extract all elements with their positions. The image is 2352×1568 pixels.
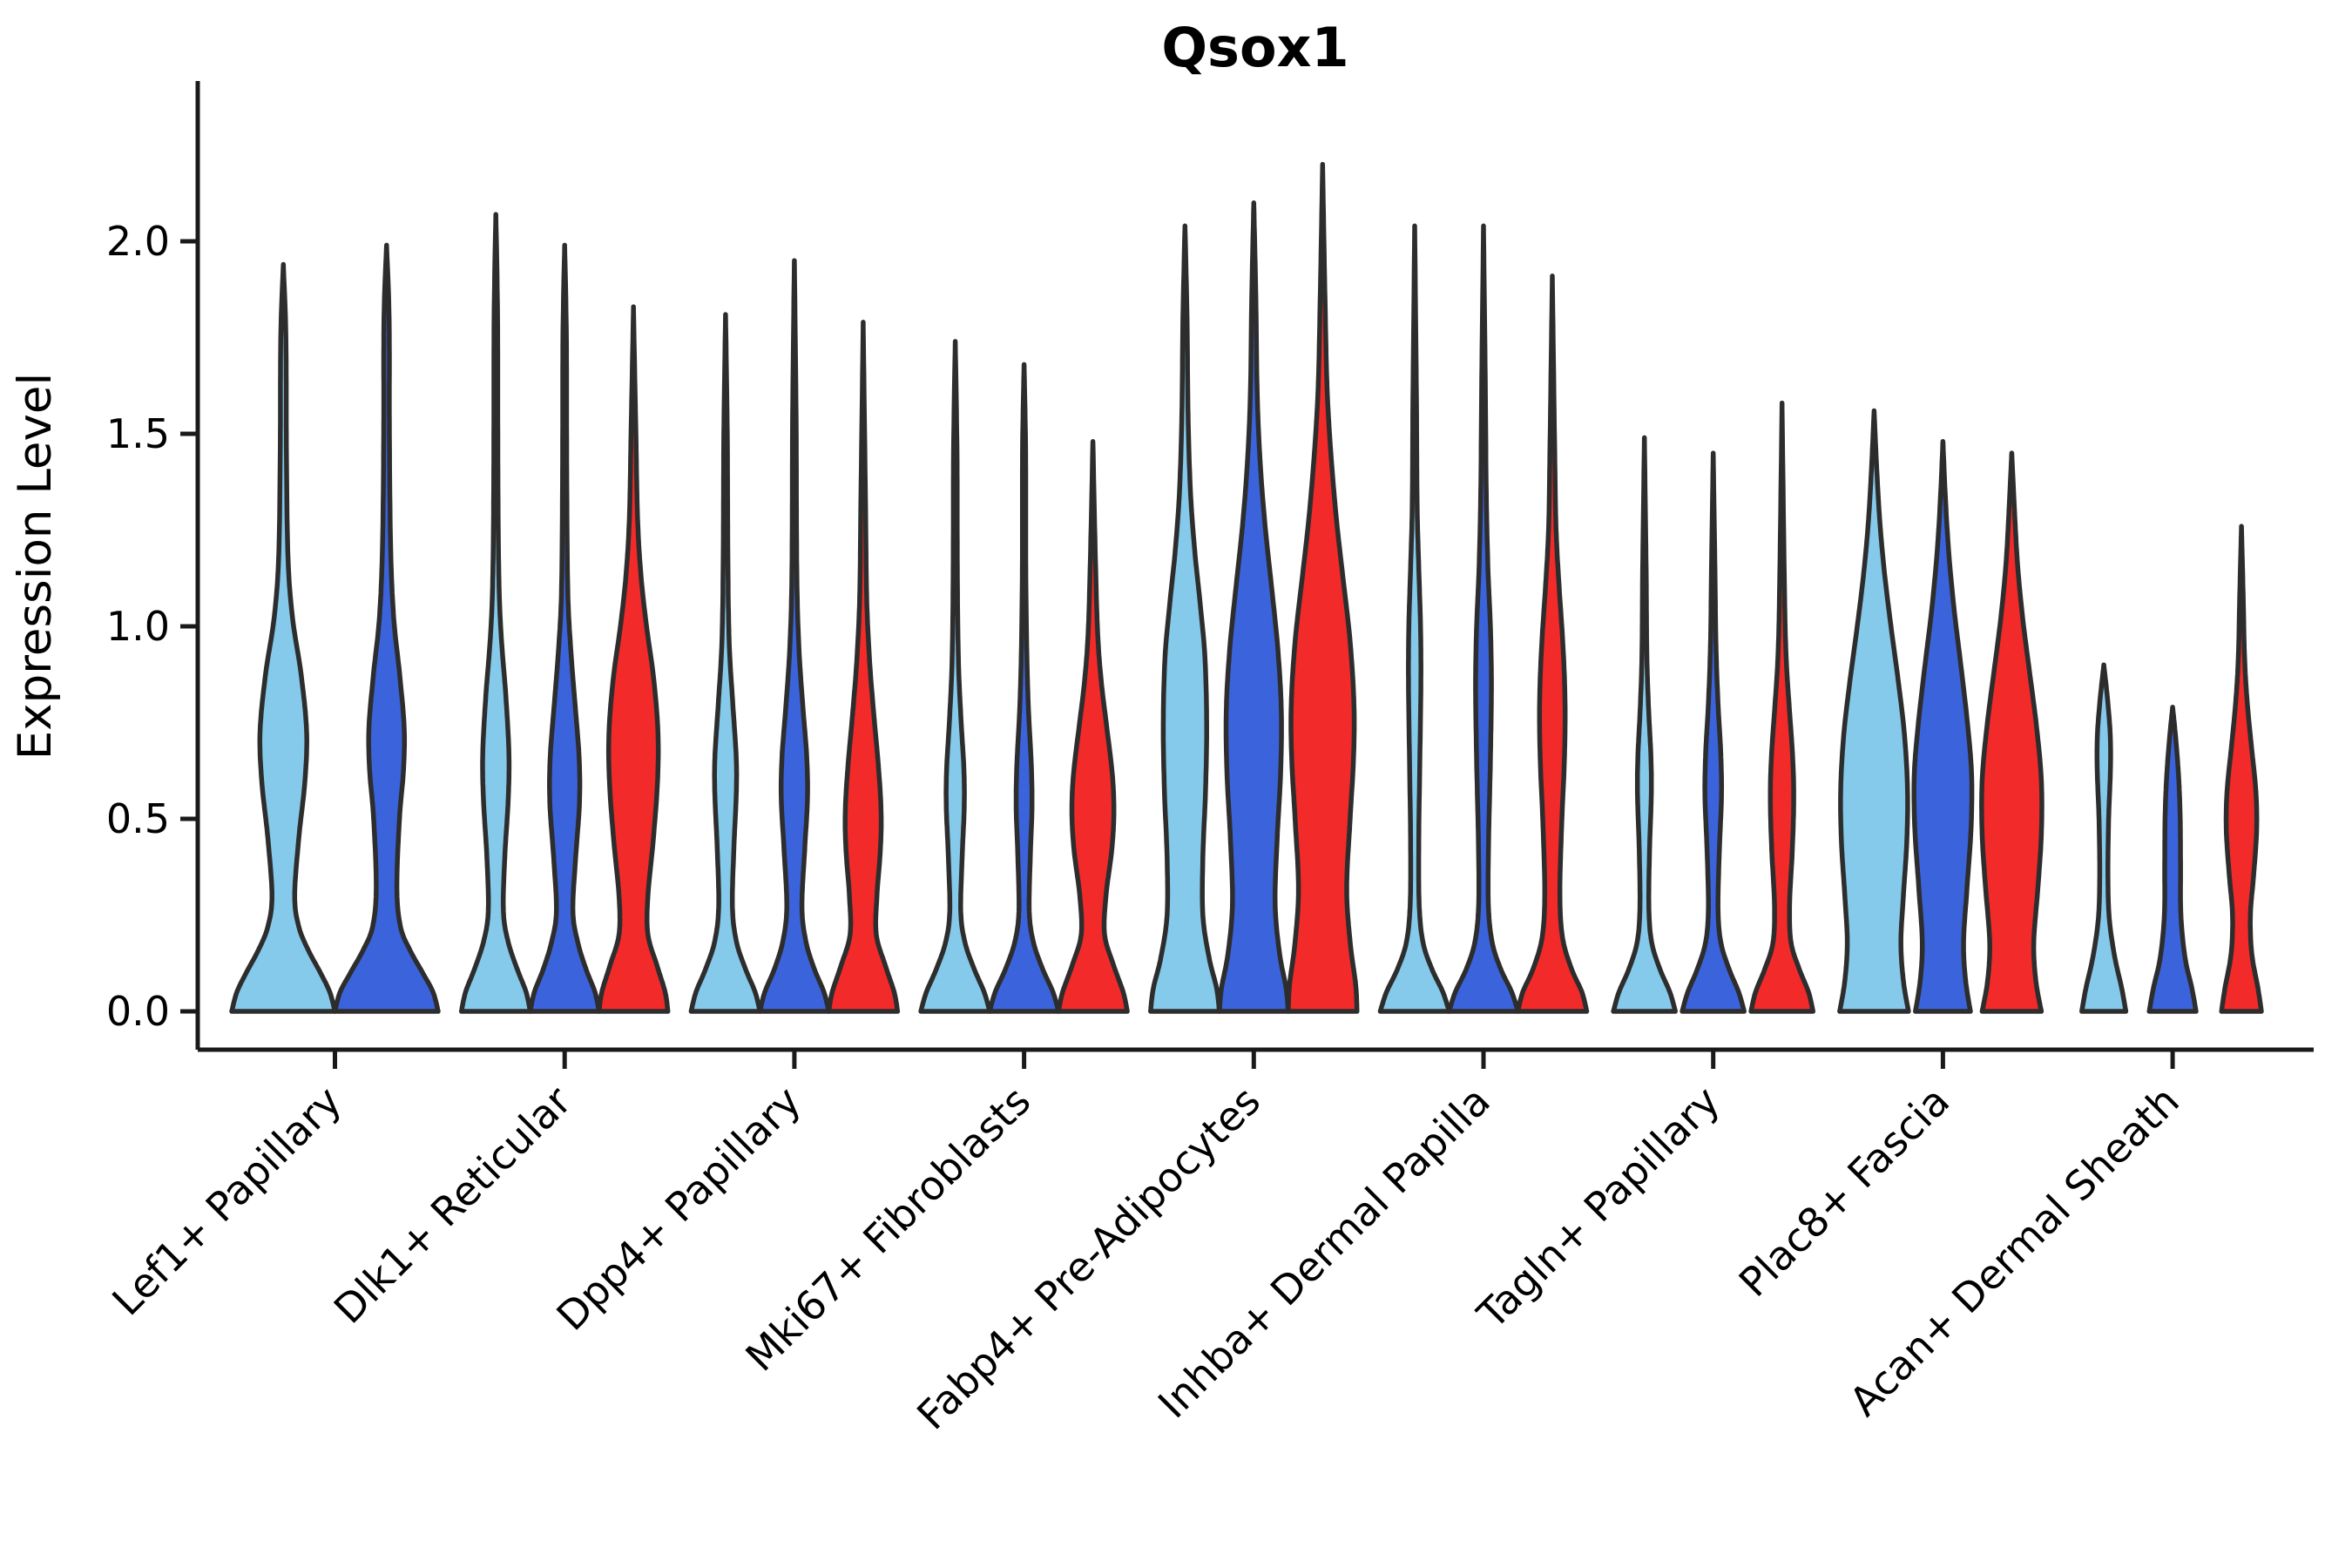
- x-tick-label: Lef1+ Papillary: [103, 1078, 350, 1325]
- y-tick-label: 2.0: [106, 218, 170, 265]
- violin-5-red: [1286, 161, 1360, 1014]
- violin-1-dark_blue: [332, 242, 441, 1014]
- violin-4-light_blue: [918, 339, 992, 1014]
- violin-layer: [229, 161, 2264, 1014]
- y-axis-label: Expression Level: [9, 373, 62, 760]
- y-tick-label: 1.0: [106, 603, 170, 650]
- x-tick-label: Dpp4+ Papillary: [547, 1078, 809, 1340]
- axes-layer: 0.0 0.5 1.0 1.5 2.0: [106, 81, 2314, 1069]
- violin-2-red: [596, 304, 671, 1014]
- violin-7-light_blue: [1611, 435, 1678, 1014]
- y-tick-label: 1.5: [106, 410, 170, 457]
- y-tick-label: 0.5: [106, 795, 170, 842]
- violin-7-red: [1748, 400, 1816, 1014]
- violin-3-dark_blue: [757, 258, 832, 1014]
- y-tick-label: 0.0: [106, 988, 170, 1035]
- violin-5-light_blue: [1148, 223, 1222, 1014]
- violin-4-red: [1056, 439, 1130, 1014]
- violin-3-light_blue: [688, 312, 763, 1014]
- violin-9-red: [2219, 524, 2264, 1014]
- x-tick-label: Dlk1+ Reticular: [325, 1078, 580, 1333]
- violin-2-dark_blue: [527, 242, 602, 1014]
- violin-8-light_blue: [1837, 408, 1911, 1014]
- violin-3-red: [826, 320, 901, 1014]
- x-tick-label: Tagln+ Papillary: [1468, 1078, 1729, 1339]
- violin-6-red: [1515, 274, 1590, 1014]
- violin-2-light_blue: [458, 212, 533, 1014]
- violin-6-light_blue: [1377, 223, 1452, 1014]
- violin-9-light_blue: [2079, 662, 2129, 1014]
- violin-9-dark_blue: [2146, 705, 2199, 1014]
- x-tick-label: Plac8+ Fascia: [1730, 1078, 1958, 1306]
- violin-6-dark_blue: [1446, 223, 1521, 1014]
- violin-8-dark_blue: [1911, 439, 1975, 1014]
- violin-4-dark_blue: [987, 362, 1061, 1014]
- chart-title: Qsox1: [1161, 16, 1348, 79]
- violin-7-dark_blue: [1680, 450, 1747, 1014]
- violin-1-light_blue: [229, 261, 338, 1014]
- violin-5-dark_blue: [1217, 200, 1291, 1014]
- violin-8-red: [1979, 450, 2044, 1014]
